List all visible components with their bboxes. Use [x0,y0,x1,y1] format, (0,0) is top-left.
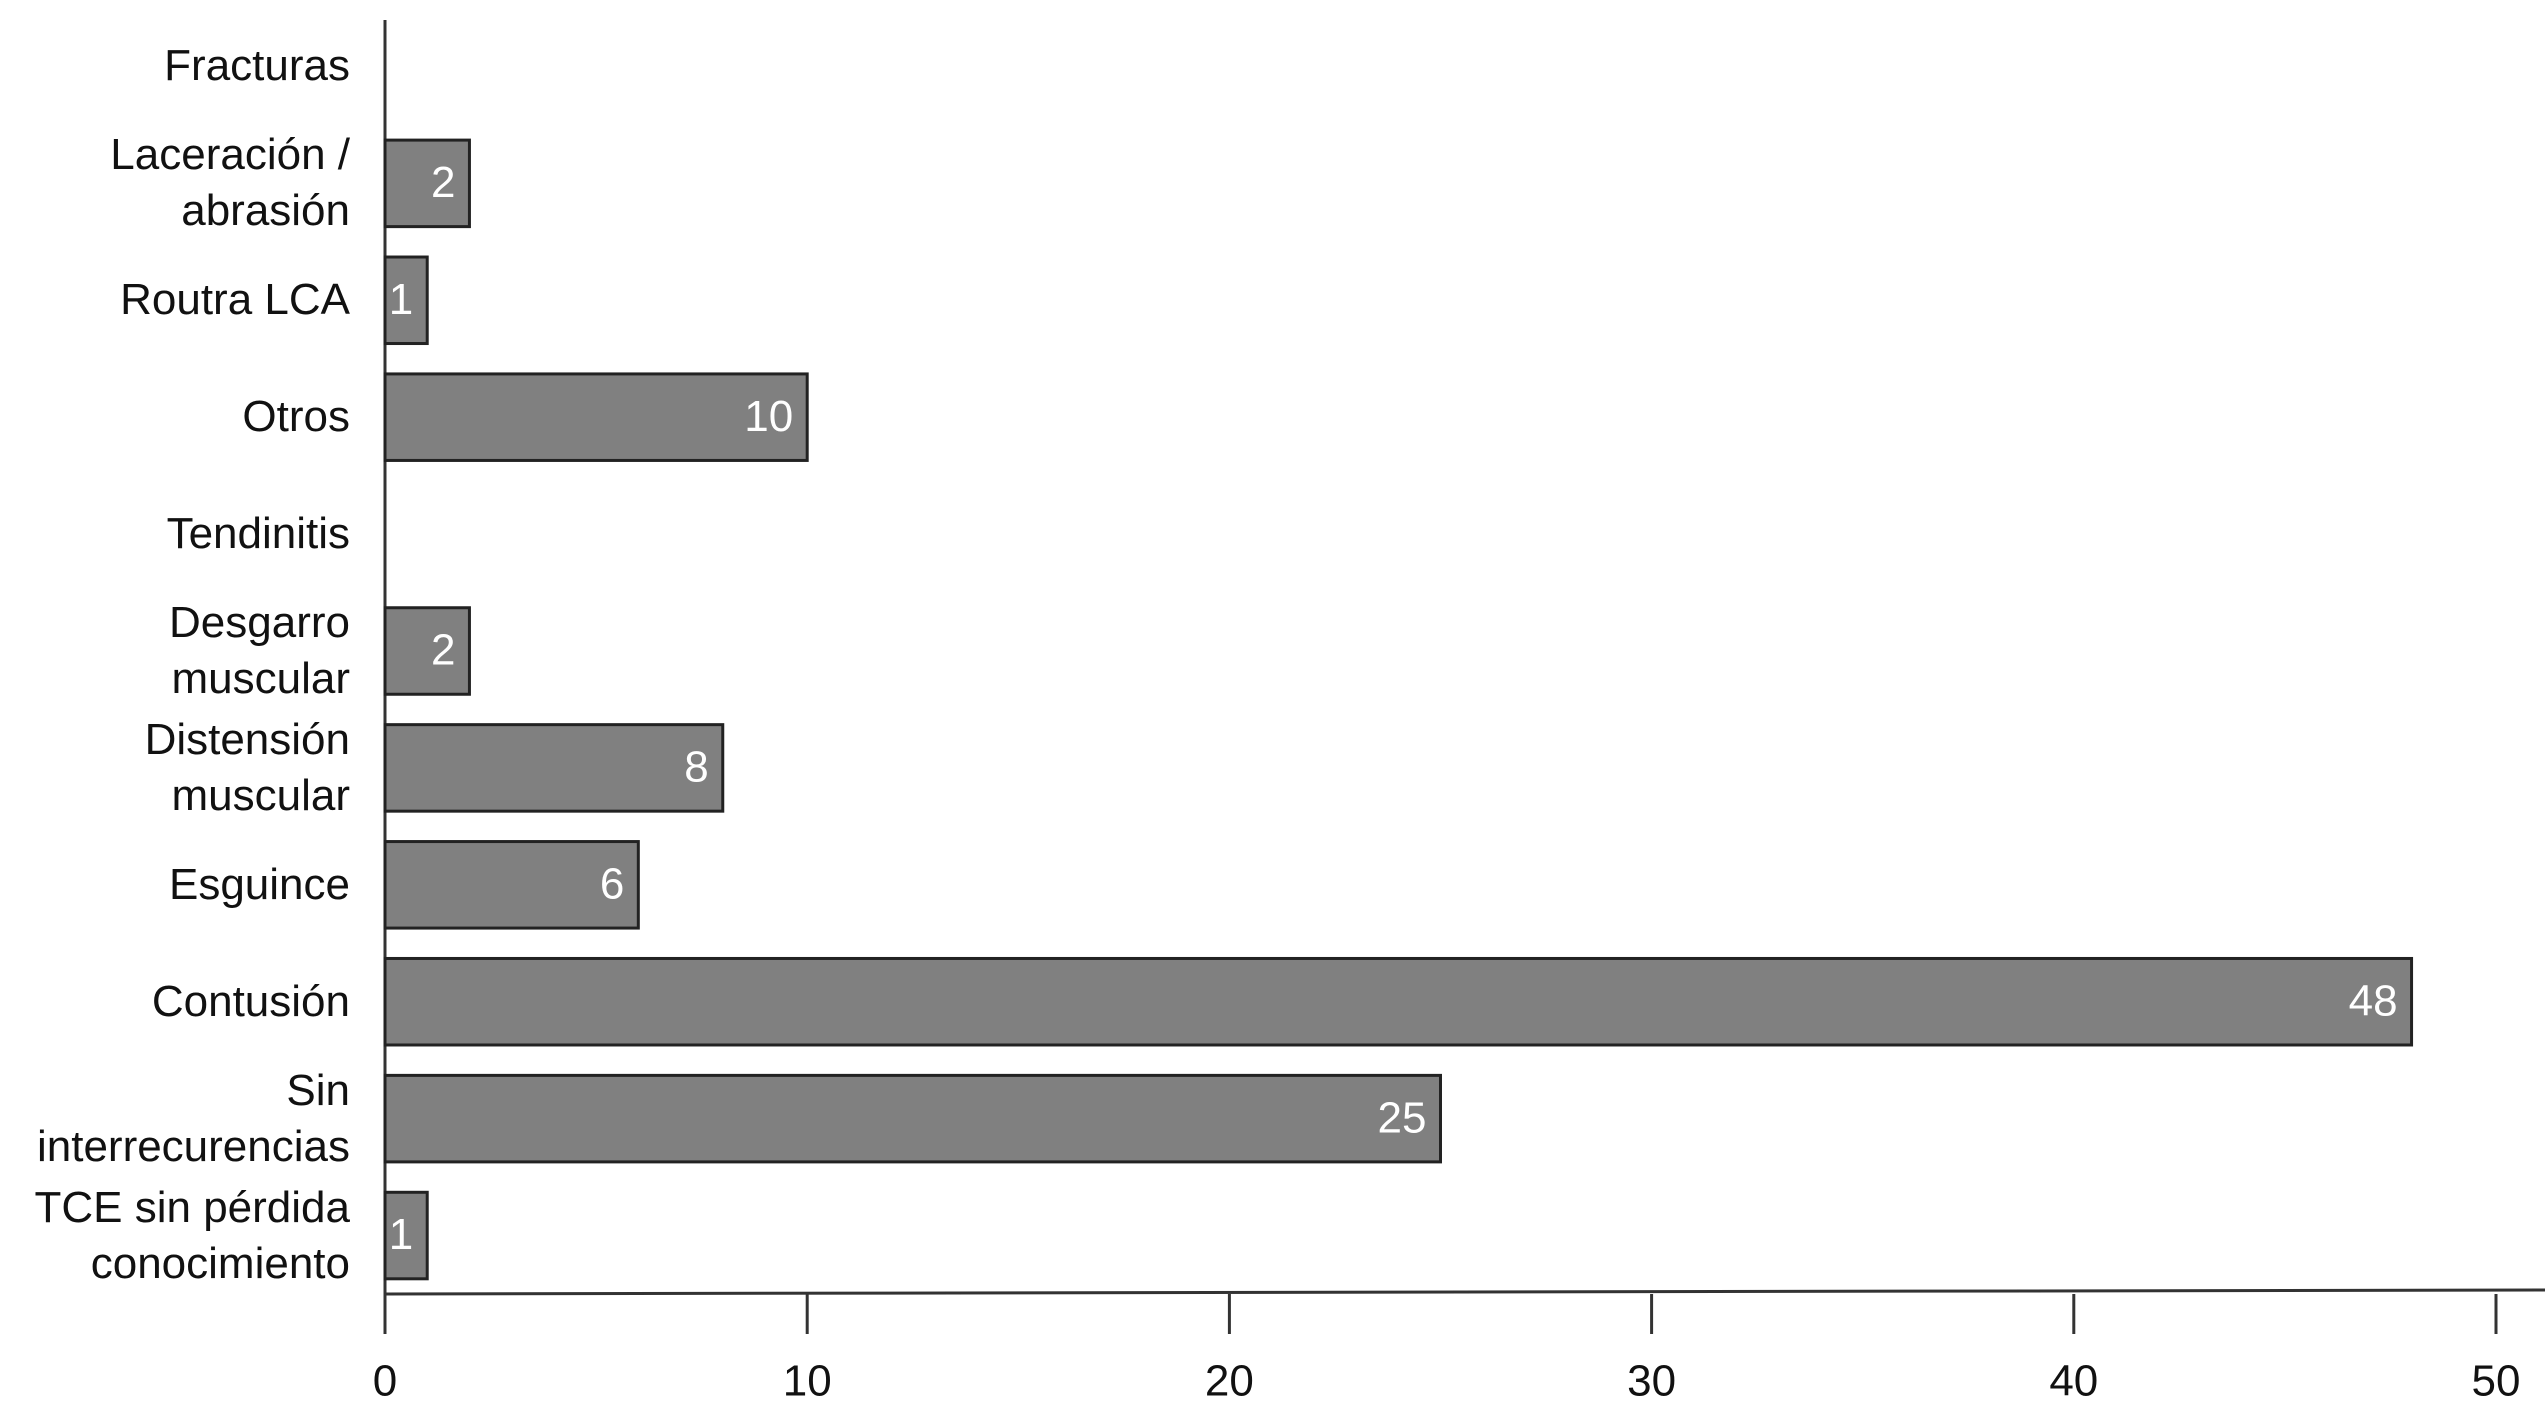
x-tick-label: 10 [783,1357,832,1406]
category-label: TCE sin pérdida conocimiento [34,1182,350,1288]
bar [383,1190,429,1281]
category-label: Tendinitis [166,509,350,559]
category-label: Desgarro muscular [169,598,350,703]
x-axis [384,1288,2545,1296]
category-label: Routra LCA [120,275,350,325]
x-tick-label: 0 [373,1357,397,1406]
x-tick-label: 30 [1627,1357,1676,1406]
value-label: 6 [600,859,624,908]
x-tick-label: 20 [1205,1357,1254,1406]
value-label: 2 [431,158,455,207]
value-label: 1 [389,275,413,324]
bar [383,723,725,813]
category-label: Contusión [151,976,350,1026]
bar [383,372,809,462]
x-tick-label: 50 [2472,1357,2521,1406]
bar [383,138,471,229]
bar [383,606,471,696]
value-label: 8 [684,743,708,792]
value-label: 25 [1378,1093,1427,1142]
x-tick-label: 40 [2049,1357,2098,1406]
category-label: Distensión muscular [144,714,350,820]
bar [383,255,429,346]
category-label: Laceración / abrasión [110,130,350,236]
bar [383,1073,1442,1164]
category-label: Otros [242,392,350,442]
bar [383,840,640,930]
bar [383,956,2414,1047]
value-label: 2 [431,626,455,675]
category-label: Esguince [168,859,350,909]
value-label: 1 [389,1210,413,1259]
value-label: 10 [744,392,793,441]
category-label: Fracturas [164,41,350,91]
value-label: 48 [2349,976,2398,1025]
category-label: Sin interrecurencias [36,1065,350,1171]
